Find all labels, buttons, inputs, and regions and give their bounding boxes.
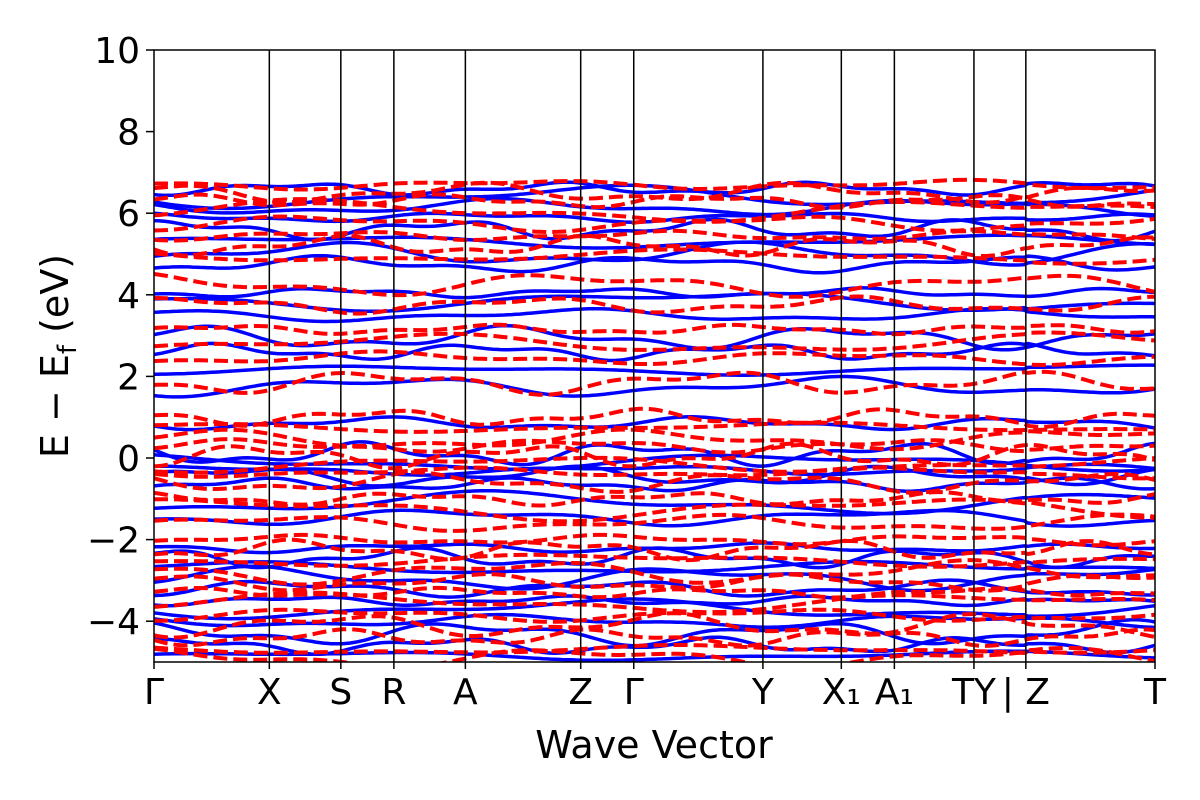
x-tick-label: Z: [568, 672, 593, 713]
y-tick-label: 8: [117, 113, 140, 154]
x-tick-label: Γ: [144, 672, 164, 713]
spin-down-band-line: [154, 272, 1155, 299]
x-tick-label: Y: [751, 672, 775, 713]
spin-up-band-line: [154, 374, 1155, 399]
spin-down-band-line: [154, 490, 1155, 508]
spin-up-band-line: [154, 564, 1155, 593]
y-tick-label: 4: [117, 276, 140, 317]
spin-up-band-line: [154, 541, 1155, 555]
spin-up-band-line: [154, 341, 1155, 363]
spin-down-band-line: [154, 427, 1155, 452]
spin-down-band-line: [154, 585, 1155, 600]
spin-up-band-line: [154, 253, 1155, 275]
spin-down-band-line: [154, 294, 1155, 316]
spin-up-band-line: [154, 286, 1155, 300]
spin-down-band-line: [154, 349, 1155, 368]
y-tick-label: 0: [117, 439, 140, 480]
spin-up-band-line: [154, 594, 1155, 608]
spin-down-band-line: [154, 180, 1155, 205]
spin-down-band-line: [154, 465, 1155, 481]
y-axis-ticks: −4 −2 0 2 4 6 8 10: [87, 31, 154, 643]
spin-down-band-line: [154, 643, 1155, 656]
y-tick-label: 10: [94, 31, 140, 72]
spin-down-band-line: [154, 537, 1155, 563]
spin-down-band-line: [154, 455, 1155, 475]
spin-down-band-line: [154, 233, 1155, 258]
y-tick-label: −4: [87, 602, 140, 643]
spin-down-band-line: [154, 369, 1155, 397]
x-tick-label: A: [453, 672, 478, 713]
spin-down-band-line: [154, 441, 1155, 471]
spin-up-band-line: [154, 240, 1155, 267]
y-tick-label: 6: [117, 194, 140, 235]
spin-up-band-line: [154, 462, 1155, 477]
spin-up-band-line: [154, 196, 1155, 218]
spin-down-band-line: [154, 322, 1155, 337]
kpoint-lines: [268, 50, 1027, 662]
spin-up-band-line: [154, 363, 1155, 377]
spin-up-band-line: [154, 180, 1155, 198]
spin-down-band-line: [154, 470, 1155, 495]
y-axis-title: E − Ef (eV): [33, 254, 83, 458]
spin-up-band-line: [154, 508, 1155, 528]
spin-down-band-line: [154, 645, 1155, 662]
spin-down-band-line: [154, 532, 1155, 548]
spin-down-band-line: [154, 627, 1155, 648]
x-tick-label: | Z: [1002, 672, 1050, 713]
spin-down-band-line: [154, 177, 1155, 192]
y-tick-label: 2: [117, 357, 140, 398]
x-tick-label: T: [1143, 672, 1167, 713]
plot-frame: [153, 49, 1156, 663]
spin-down-band-line: [154, 247, 1155, 266]
spin-down-band-line: [154, 420, 1155, 434]
spin-down-band-line: [154, 607, 1155, 624]
x-axis-title: Wave Vector: [535, 723, 773, 767]
x-tick-label: X₁: [822, 672, 861, 713]
spin-down-band-line: [154, 228, 1155, 243]
spin-down-band-line: [154, 330, 1155, 352]
spin-up-band-line: [154, 464, 1155, 488]
y-tick-label: −2: [87, 521, 140, 562]
bands-layer: [154, 177, 1155, 662]
x-tick-label: X: [257, 672, 282, 713]
spin-down-band-line: [154, 552, 1155, 569]
spin-up-band-line: [154, 489, 1155, 516]
spin-down-band-line: [154, 572, 1155, 593]
spin-down-band-line: [154, 497, 1155, 524]
x-tick-label: TY: [951, 672, 997, 713]
spin-down-band-line: [154, 512, 1155, 533]
spin-down-band-line: [154, 437, 1155, 455]
x-tick-label: Γ: [624, 672, 644, 713]
x-tick-label: R: [381, 672, 406, 713]
spin-down-band-line: [154, 558, 1155, 587]
x-tick-label: A₁: [875, 672, 914, 713]
x-tick-label: S: [329, 672, 352, 713]
spin-down-band-line: [154, 406, 1155, 429]
